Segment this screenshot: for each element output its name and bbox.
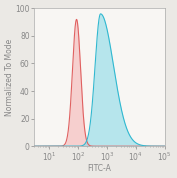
Y-axis label: Normalized To Mode: Normalized To Mode bbox=[5, 39, 14, 116]
X-axis label: FITC-A: FITC-A bbox=[87, 164, 111, 173]
